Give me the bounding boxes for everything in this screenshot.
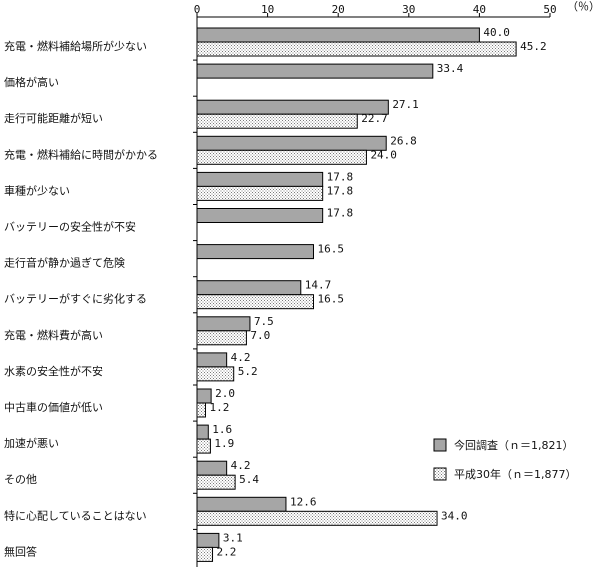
bar-value-label: 17.8	[327, 170, 354, 183]
bar	[196, 352, 228, 368]
bar	[196, 438, 211, 454]
category-label: 走行可能距離が短い	[4, 111, 103, 125]
bar	[196, 149, 367, 165]
category-label: 加速が悪い	[4, 436, 59, 450]
category-label: 充電・燃料補給場所が少ない	[4, 39, 147, 53]
legend-label: 平成30年（ｎ＝1,877）	[454, 467, 577, 481]
bar	[196, 366, 235, 382]
bar	[196, 41, 517, 57]
bar-value-label: 40.0	[483, 26, 510, 39]
bar-value-label: 24.0	[370, 148, 397, 161]
bar-value-label: 7.0	[250, 329, 270, 342]
bar-value-label: 16.5	[317, 293, 344, 306]
bar-value-label: 2.2	[217, 545, 237, 558]
bar-value-label: 5.2	[238, 365, 258, 378]
bar-value-label: 33.4	[437, 62, 464, 75]
bar	[196, 316, 251, 332]
bar	[196, 171, 324, 187]
category-label: 車種が少ない	[4, 183, 70, 197]
unit-label: （％）	[567, 0, 600, 13]
bar-value-label: 4.2	[231, 351, 251, 364]
bar	[196, 510, 438, 526]
bar-value-label: 34.0	[441, 509, 468, 522]
category-label: 走行音が静か過ぎて危険	[4, 256, 125, 270]
bar-value-label: 3.1	[223, 531, 243, 544]
bar	[196, 474, 236, 490]
bar	[196, 402, 206, 418]
category-label: 水素の安全性が不安	[4, 364, 103, 378]
category-label: バッテリーの安全性が不安	[4, 220, 136, 234]
bar-value-label: 2.0	[215, 387, 235, 400]
bar	[196, 63, 434, 79]
bar-value-label: 4.2	[231, 459, 251, 472]
bar-value-label: 17.8	[327, 207, 354, 220]
x-tick-label: 0	[194, 3, 201, 16]
x-tick-label: 30	[402, 3, 415, 16]
bar	[196, 280, 302, 296]
x-tick-label: 10	[261, 3, 274, 16]
bar	[196, 208, 324, 223]
bar-value-label: 1.6	[212, 423, 232, 436]
bar	[196, 460, 228, 476]
bar-value-label: 1.9	[214, 437, 234, 450]
bar-value-label: 22.7	[361, 112, 388, 125]
legend-swatch	[433, 438, 447, 452]
bar	[196, 424, 209, 440]
bar	[196, 330, 247, 346]
category-label: 無回答	[4, 544, 37, 558]
bar	[196, 294, 314, 310]
bar-value-label: 14.7	[305, 279, 332, 292]
bar	[196, 496, 287, 512]
bar-value-label: 26.8	[390, 134, 417, 147]
category-label: 特に心配していることはない	[4, 508, 147, 522]
bar-value-label: 27.1	[392, 98, 419, 111]
x-tick-label: 40	[473, 3, 486, 16]
bar	[196, 99, 389, 115]
x-tick-label: 20	[332, 3, 345, 16]
legend: 今回調査（ｎ＝1,821） 平成30年（ｎ＝1,877）	[433, 438, 577, 481]
bar-value-label: 7.5	[254, 315, 274, 328]
category-label: 充電・燃料費が高い	[4, 328, 103, 342]
bar-value-label: 1.2	[209, 401, 229, 414]
bar-value-label: 12.6	[290, 495, 317, 508]
category-label: 充電・燃料補給に時間がかかる	[4, 147, 158, 161]
legend-swatch	[433, 467, 447, 481]
bar-value-label: 16.5	[317, 243, 344, 256]
bar-value-label: 45.2	[520, 40, 547, 53]
bar-value-label: 17.8	[327, 184, 354, 197]
bar	[196, 113, 358, 129]
category-label: その他	[4, 473, 37, 486]
bar	[196, 185, 324, 201]
bar	[196, 244, 314, 260]
x-tick-label: 50	[543, 3, 556, 16]
bar-value-label: 5.4	[239, 473, 259, 486]
bar	[196, 135, 387, 151]
category-label: バッテリーがすぐに劣化する	[4, 292, 147, 306]
bar	[196, 546, 214, 562]
legend-label: 今回調査（ｎ＝1,821）	[454, 438, 574, 452]
category-label: 価格が高い	[4, 75, 59, 89]
bar	[196, 27, 480, 43]
category-label: 中古車の価値が低い	[4, 400, 103, 414]
